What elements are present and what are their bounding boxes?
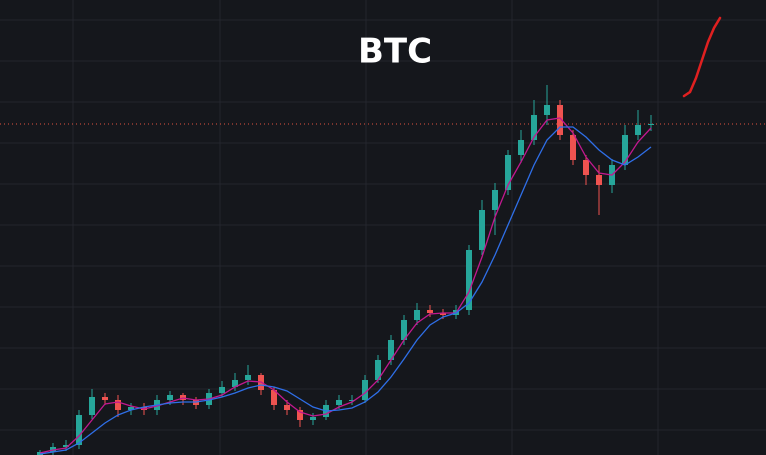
- moving-average-line: [39, 117, 652, 454]
- candle-body: [128, 407, 134, 410]
- candle-body: [115, 400, 121, 410]
- candle-body: [505, 155, 511, 190]
- candle-body: [583, 160, 589, 175]
- candle-body: [336, 400, 342, 405]
- candle-body: [271, 390, 277, 405]
- candle-body: [349, 400, 355, 401]
- candle-body: [362, 380, 368, 400]
- candle-body: [76, 415, 82, 445]
- candle-body: [531, 115, 537, 140]
- candle-body: [492, 190, 498, 210]
- candle-body: [479, 210, 485, 250]
- candle-body: [466, 250, 472, 310]
- candle-body: [102, 397, 108, 400]
- candle-body: [570, 135, 576, 160]
- candle-body: [401, 320, 407, 340]
- candle-body: [89, 397, 95, 415]
- chart-title: BTC: [358, 32, 432, 72]
- candle-body: [284, 405, 290, 410]
- candle-body: [310, 417, 316, 420]
- moving-average-line: [39, 126, 652, 455]
- candle-body: [232, 380, 238, 387]
- candle-body: [245, 375, 251, 380]
- candle-body: [63, 445, 69, 447]
- candle-body: [635, 125, 641, 135]
- candle-body: [219, 387, 225, 393]
- candle-body: [167, 395, 173, 400]
- candle-body: [297, 410, 303, 420]
- candle-body: [544, 105, 550, 115]
- candle-body: [648, 124, 654, 125]
- candle-body: [375, 360, 381, 380]
- candle-body: [518, 140, 524, 155]
- candle-body: [414, 310, 420, 320]
- candle-body: [440, 313, 446, 315]
- hand-drawn-annotation: [682, 16, 722, 98]
- candle-body: [557, 105, 563, 135]
- candle-body: [427, 310, 433, 313]
- candle-body: [388, 340, 394, 360]
- candle-body: [596, 175, 602, 185]
- candle-body: [622, 135, 628, 165]
